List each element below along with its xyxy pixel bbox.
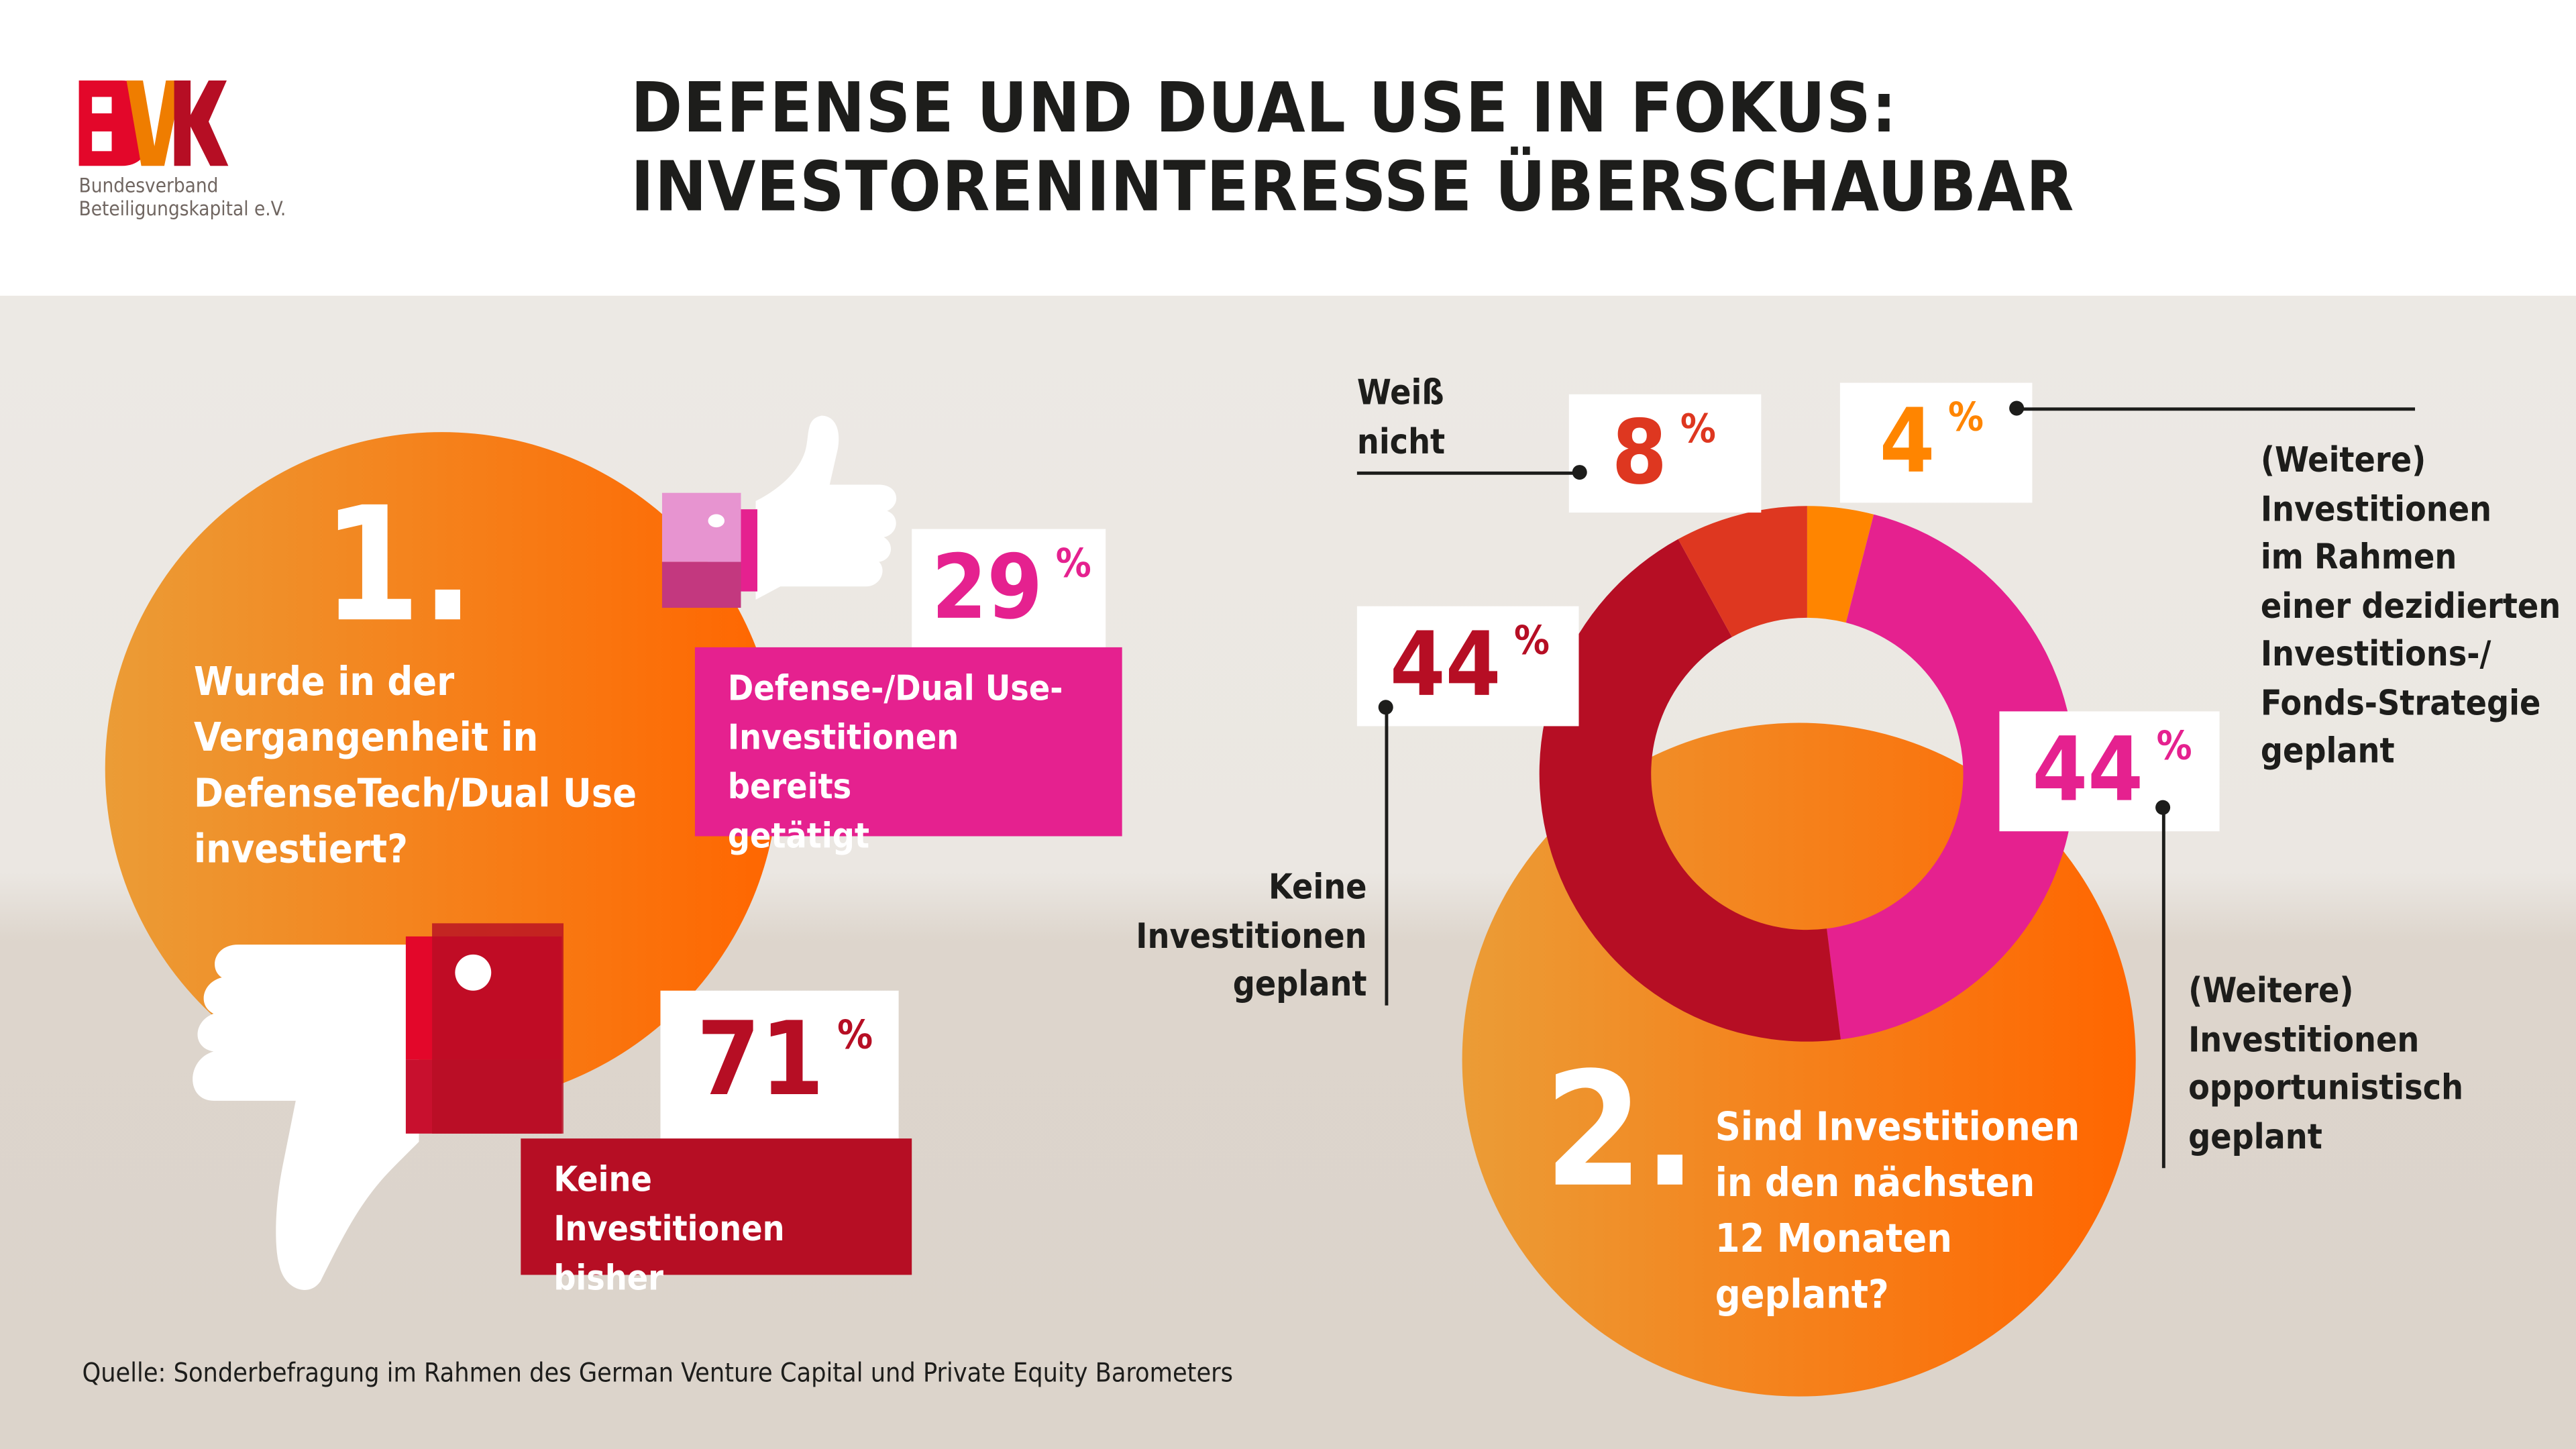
percent-sign: % <box>2156 722 2192 769</box>
percent-sign: % <box>1948 394 1984 441</box>
opportunistic-label-line: geplant <box>2188 1116 2322 1156</box>
weiss-value-box: 8% <box>1568 394 1762 513</box>
keine-label-line: Investitionen <box>1136 916 1367 956</box>
opportunistic-label-line: (Weitere) <box>2188 971 2354 1011</box>
donut-slice-0 <box>1807 506 1874 623</box>
q2-line: in den nächsten <box>1715 1159 2035 1206</box>
no-label-line: bisher <box>553 1258 664 1298</box>
question-2-text: Sind Investitionen in den nächsten 12 Mona… <box>1715 1099 2080 1322</box>
leader-line <box>1385 706 1388 1006</box>
q2-line: 12 Monaten <box>1715 1216 1952 1262</box>
keine-value-box: 44% <box>1356 606 1579 727</box>
opportunistic-label-line: Investitionen <box>2188 1019 2420 1059</box>
strategy-value-box: 4% <box>1839 382 2033 503</box>
yes-label-line: getätigt <box>727 816 869 856</box>
strategy-label-line: geplant <box>2260 731 2395 771</box>
strategy-label-line: Investitionen <box>2260 488 2492 529</box>
yes-label: Defense-/Dual Use- Investitionen bereits g… <box>694 647 1122 856</box>
strategy-percent-value: 4 <box>1879 389 1935 493</box>
keine-label: Keine Investitionen geplant <box>1117 864 1366 1010</box>
page-title: DEFENSE UND DUAL USE IN FOKUS: INVESTOREN… <box>631 67 2075 227</box>
opportunistic-label-line: opportunistisch <box>2188 1067 2464 1108</box>
percent-sign: % <box>1680 405 1716 452</box>
q2-line: Sind Investitionen <box>1715 1104 2080 1150</box>
q2-line: geplant? <box>1715 1271 1889 1318</box>
yes-label-line: Defense-/Dual Use- <box>727 668 1063 708</box>
no-percent-value: 71 <box>696 998 824 1119</box>
strategy-label-line: Fonds-Strategie <box>2260 682 2541 722</box>
thumbs-down-icon <box>193 923 564 1290</box>
strategy-label-line: Investitions-/ <box>2260 634 2491 674</box>
opportunistic-label: (Weitere) Investitionen opportunistisch gep… <box>2188 967 2463 1161</box>
donut-slice-1 <box>1827 514 2076 1040</box>
source-note: Quelle: Sonderbefragung im Rahmen des Ge… <box>82 1356 1234 1389</box>
strategy-label: (Weitere) Investitionen im Rahmen einer dez… <box>2261 437 2561 776</box>
percent-sign: % <box>1055 540 1091 587</box>
weiss-label-line: Weiß <box>1356 372 1444 413</box>
thumbs-up-icon <box>661 415 897 608</box>
q1-line: investiert? <box>193 826 408 873</box>
question-1-text: Wurde in der Vergangenheit in DefenseTech/… <box>194 654 637 877</box>
no-label: Keine Investitionen bisher <box>521 1138 912 1298</box>
q1-line: Vergangenheit in <box>193 714 539 761</box>
org-name: Bundesverband Beteiligungskapital e.V. <box>79 174 286 221</box>
weiss-label: Weiß nicht <box>1357 370 1445 466</box>
bvk-logo <box>78 80 229 166</box>
org-line-1: Bundesverband <box>78 174 219 197</box>
opportunistic-percent-value: 44 <box>2032 718 2143 822</box>
leader-line <box>2015 407 2416 411</box>
leader-dot <box>1572 465 1587 480</box>
question-1-number: 1. <box>322 473 475 657</box>
strategy-label-line: (Weitere) <box>2260 440 2426 480</box>
weiss-label-line: nicht <box>1356 421 1446 461</box>
weiss-percent-value: 8 <box>1611 400 1668 504</box>
keine-percent-value: 44 <box>1389 612 1501 716</box>
yes-label-line: Investitionen bereits <box>727 718 959 807</box>
keine-label-line: Keine <box>1269 867 1367 907</box>
donut-chart <box>1539 506 2076 1042</box>
strategy-label-line: im Rahmen <box>2260 537 2457 577</box>
leader-line <box>2161 806 2165 1169</box>
question-2-number: 2. <box>1544 1038 1697 1223</box>
keine-label-line: geplant <box>1232 964 1367 1004</box>
opportunistic-value-box: 44% <box>1999 711 2220 832</box>
q1-line: DefenseTech/Dual Use <box>193 770 637 817</box>
donut-slice-2 <box>1539 539 1841 1042</box>
percent-sign: % <box>837 1012 873 1059</box>
title-line-1: DEFENSE UND DUAL USE IN FOKUS: <box>631 67 1898 148</box>
yes-percent-value: 29 <box>931 535 1043 639</box>
q1-line: Wurde in der <box>193 659 455 705</box>
no-label-line: Keine Investitionen <box>553 1159 785 1249</box>
org-line-2: Beteiligungskapital e.V. <box>78 197 286 221</box>
title-line-2: INVESTORENINTERESSE ÜBERSCHAUBAR <box>631 146 2075 227</box>
leader-line <box>1356 471 1578 474</box>
donut-slice-3 <box>1678 506 1807 637</box>
yes-value-box: 29% <box>912 529 1106 651</box>
strategy-label-line: einer dezidierten <box>2260 586 2561 625</box>
percent-sign: % <box>1514 617 1550 664</box>
no-value-box: 71% <box>660 990 899 1139</box>
